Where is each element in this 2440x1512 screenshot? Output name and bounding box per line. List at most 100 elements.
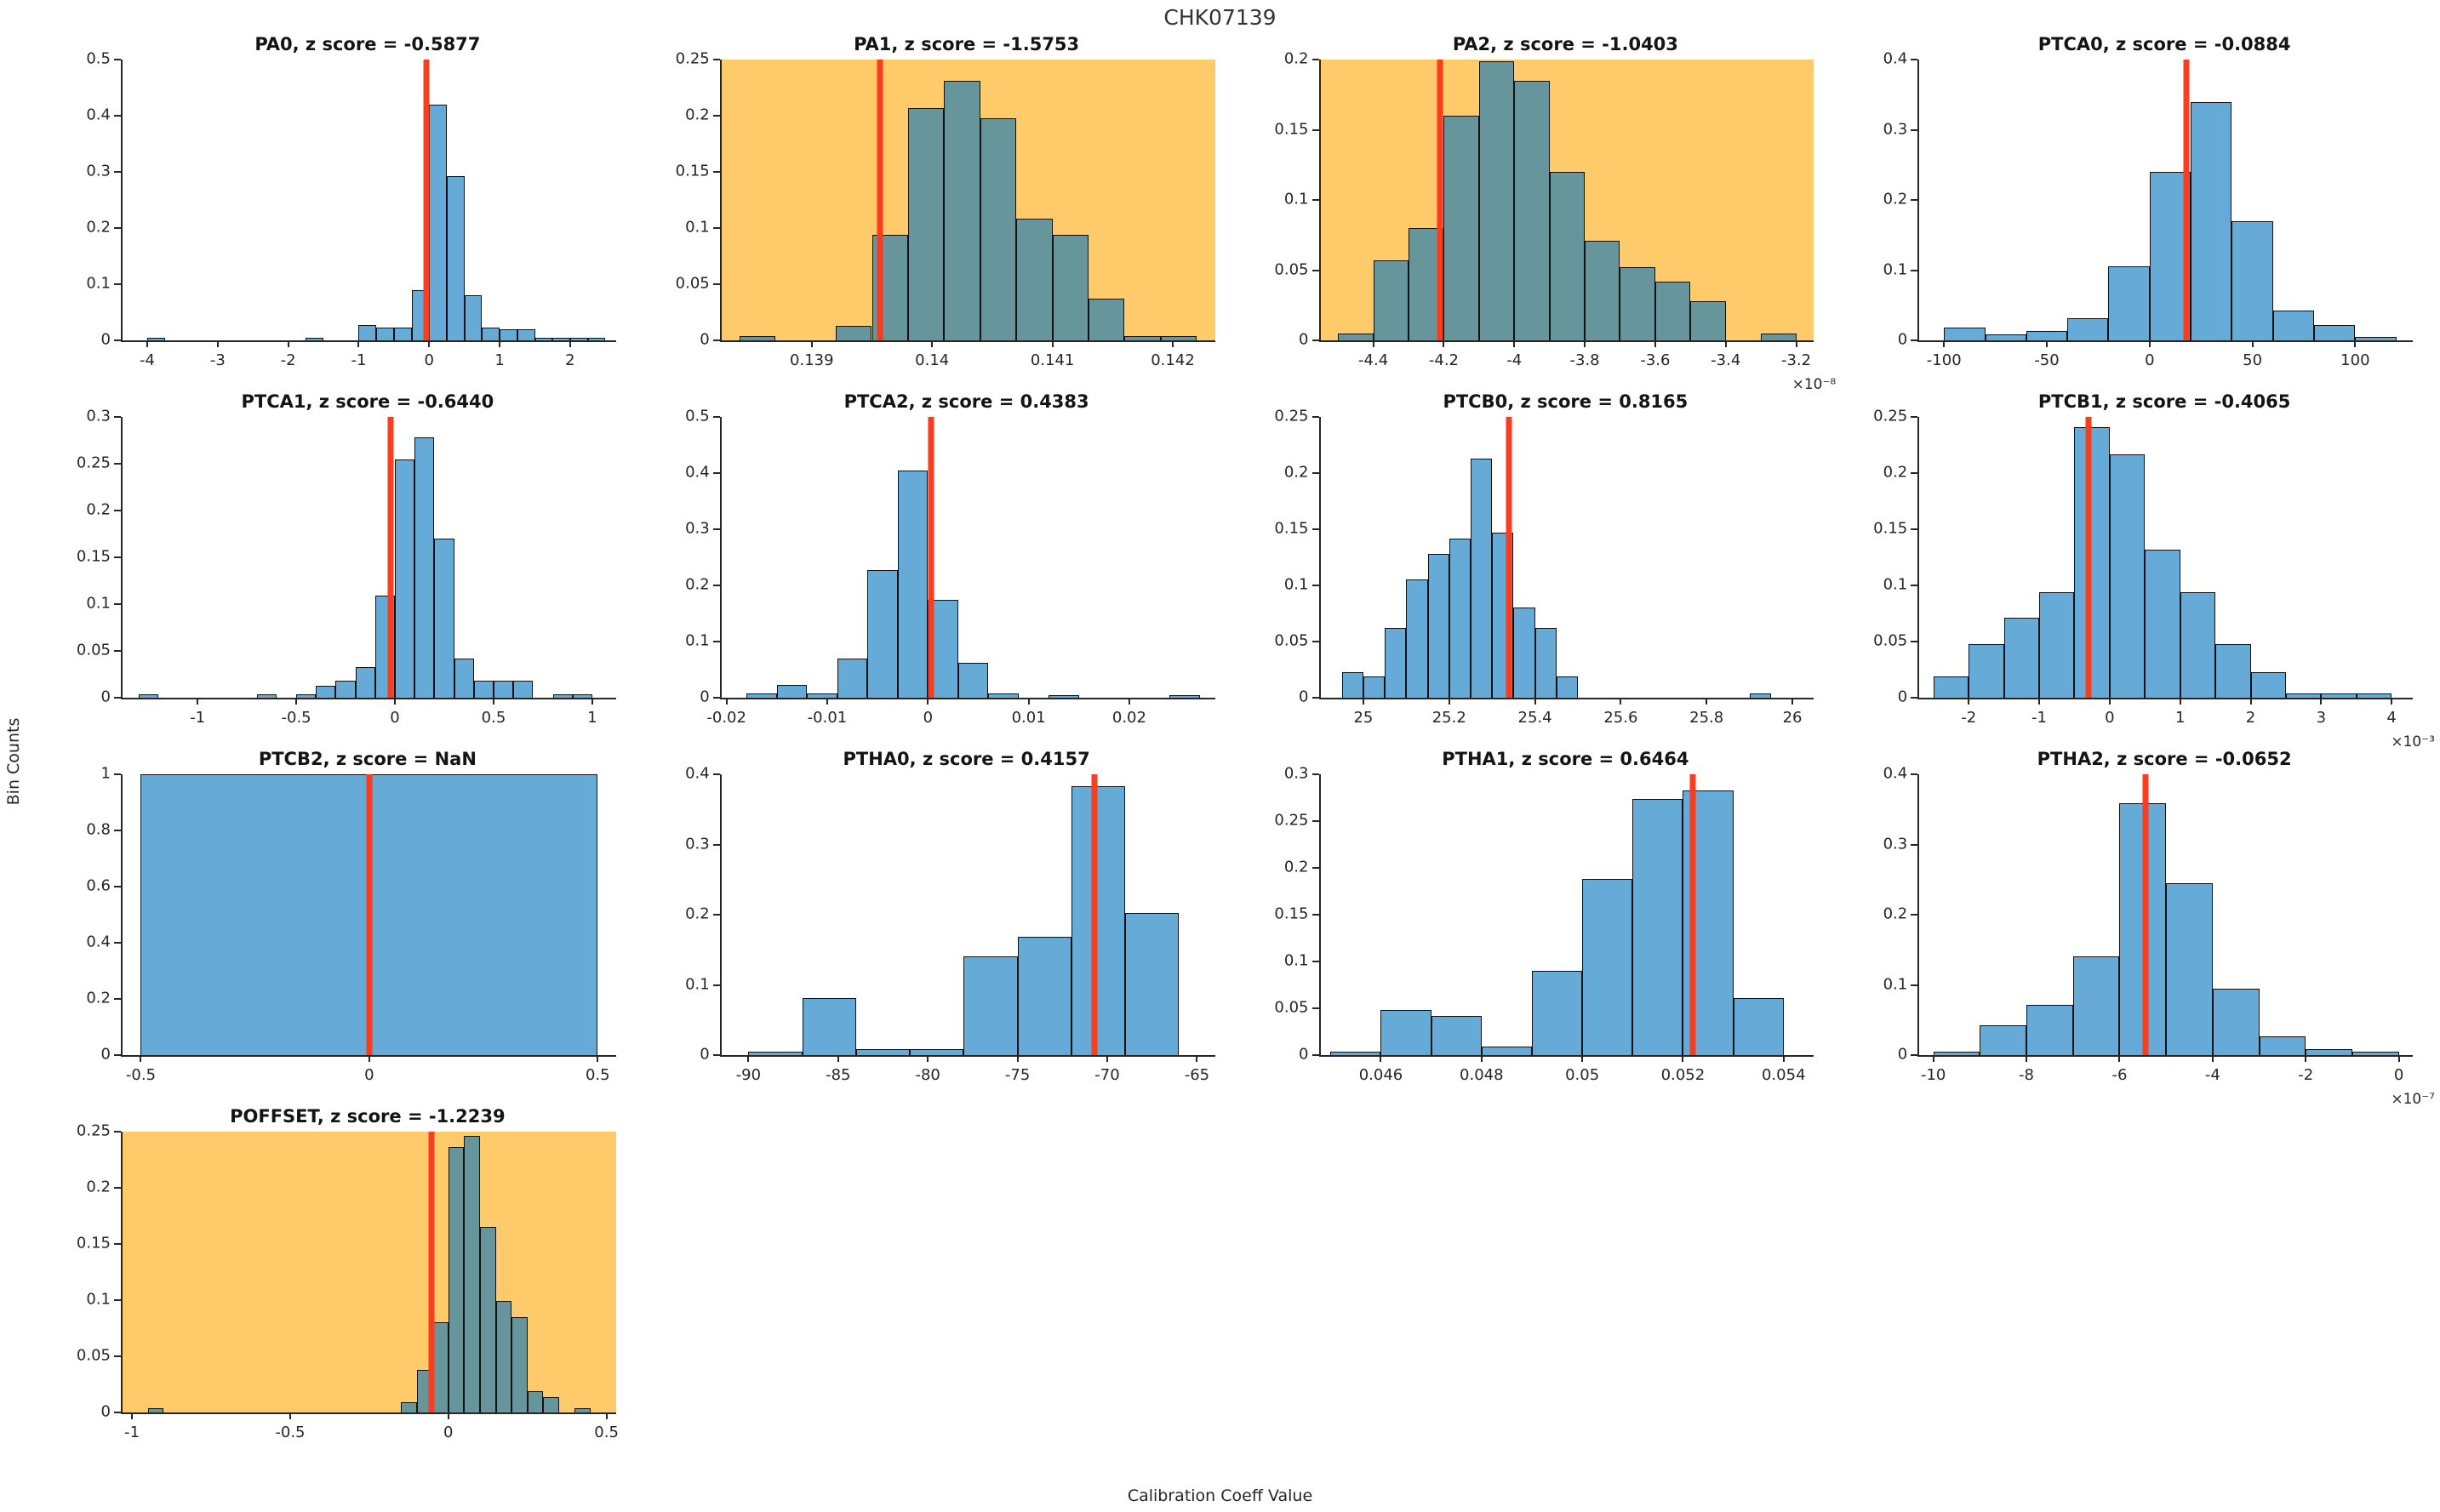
histogram-bar — [1582, 879, 1633, 1055]
x-tick-label: 0 — [443, 1424, 454, 1441]
x-tick-label: -3.4 — [1711, 351, 1741, 369]
x-tick — [2397, 1055, 2400, 1062]
y-tick — [1311, 867, 1319, 869]
x-tick-label: 0.141 — [1030, 351, 1075, 369]
x-tick — [810, 340, 813, 347]
y-tick-label: 0.3 — [86, 162, 111, 180]
histogram-bar — [464, 1136, 480, 1412]
subplot-title: PA0, z score = -0.5877 — [254, 34, 481, 54]
y-tick — [1911, 984, 1918, 986]
histogram-bar — [517, 329, 535, 340]
x-tick — [591, 698, 593, 705]
z-score-marker-line — [423, 60, 430, 340]
y-tick-label: 0.1 — [1283, 190, 1309, 208]
histogram-bar — [1933, 1051, 1980, 1055]
histogram-bar — [401, 1402, 417, 1412]
y-tick — [1911, 528, 1918, 530]
x-tick-label: 4 — [2386, 709, 2397, 727]
x-tick-label: -0.5 — [125, 1066, 157, 1084]
y-tick — [114, 283, 121, 285]
histogram-bar — [944, 81, 980, 340]
histogram-bar — [1125, 912, 1180, 1055]
figure-y-axis-label: Bin Counts — [4, 717, 23, 806]
y-tick — [712, 283, 720, 285]
y-tick-label: 0.05 — [76, 1346, 111, 1365]
y-tick-label: 0.1 — [86, 1290, 111, 1309]
histogram-bar — [2191, 101, 2232, 340]
y-tick — [114, 115, 121, 117]
figure-x-axis-label: Calibration Coeff Value — [1127, 1486, 1313, 1505]
y-tick-label: 0.05 — [675, 274, 710, 293]
y-tick-label: 0.2 — [685, 575, 710, 594]
y-tick-label: 1 — [100, 764, 111, 783]
histogram-bar — [493, 681, 514, 698]
x-tick — [1372, 340, 1374, 347]
z-score-marker-line — [877, 60, 883, 340]
y-tick-label: 0.2 — [1283, 463, 1309, 482]
x-tick — [2118, 1055, 2121, 1062]
histogram-bar — [482, 328, 500, 340]
histogram-bar — [569, 337, 588, 340]
y-tick-label: 0.6 — [86, 876, 111, 895]
x-tick — [1682, 1055, 1684, 1062]
histogram-bar — [2166, 882, 2213, 1055]
histogram-bar — [511, 1316, 528, 1412]
subplot-grid: PA0, z score = -0.5877 0 0.1 0.2 0.3 0.4 0.5 -4… — [41, 29, 2437, 1458]
histogram-bar — [587, 337, 606, 340]
histogram-bar — [1338, 333, 1374, 340]
histogram-bar — [1514, 80, 1550, 340]
x-tick — [1513, 340, 1516, 347]
y-tick — [114, 886, 121, 887]
histogram-bar — [776, 685, 808, 698]
x-tick-label: -10 — [1920, 1066, 1946, 1084]
x-tick — [146, 340, 148, 347]
x-tick — [1968, 698, 1970, 705]
x-tick-label: -4.4 — [1358, 351, 1389, 369]
x-tick-label: 0 — [424, 351, 434, 369]
x-tick-label: -0.02 — [706, 709, 746, 727]
x-tick-label: -3.2 — [1780, 351, 1812, 369]
x-tick — [725, 698, 728, 705]
y-tick-label: 0.3 — [1883, 834, 1908, 853]
y-tick-label: 0.1 — [1283, 951, 1309, 970]
histogram-bar — [316, 685, 336, 698]
subplot-ptca0: PTCA0, z score = -0.0884 0 0.1 0.2 0.3 0.4 -10… — [1837, 29, 2437, 386]
histogram-bar — [748, 1051, 803, 1055]
histogram-bar — [963, 956, 1018, 1055]
histogram-bar — [2355, 336, 2397, 340]
y-tick — [1911, 914, 1918, 916]
x-tick-label: 25.6 — [1603, 709, 1638, 727]
y-tick-label: 0 — [700, 1045, 710, 1064]
histogram-bar — [2356, 693, 2392, 698]
y-tick — [1911, 641, 1918, 642]
histogram-axes: 0 0.1 0.2 0.3 0.4 -100 -50 0 50 100 — [1883, 49, 2413, 369]
histogram-bar — [1534, 628, 1557, 698]
z-score-marker-line — [387, 417, 394, 698]
x-tick — [1106, 1055, 1108, 1062]
x-tick — [1534, 698, 1536, 705]
y-tick-label: 0.25 — [1873, 407, 1908, 425]
x-tick — [2179, 698, 2181, 705]
histogram-bar — [534, 337, 553, 340]
y-tick-label: 0.25 — [1274, 407, 1309, 425]
histogram-bar — [513, 681, 534, 698]
subplot-pa2: PA2, z score = -1.0403 0 0.05 0.1 0.15 0.2 -4.… — [1239, 29, 1838, 393]
subplot-pa0: PA0, z score = -0.5877 0 0.1 0.2 0.3 0.4 0.5 -4… — [41, 29, 640, 386]
x-tick-label: 0.5 — [594, 1424, 619, 1441]
x-tick — [597, 1055, 599, 1062]
x-tick — [1795, 340, 1797, 347]
histogram-axes: 0 0.1 0.2 0.3 0.4 -90 -85 -80 -75 -70 -65 — [685, 764, 1215, 1084]
subplot-title: PTCA0, z score = -0.0884 — [2037, 34, 2291, 54]
x-tick — [2211, 1055, 2214, 1062]
histogram-bar — [907, 107, 945, 340]
histogram-bar — [1585, 240, 1620, 340]
y-tick — [1911, 339, 1918, 341]
x-tick-label: -100 — [1926, 351, 1962, 369]
histogram-bar — [897, 470, 929, 698]
y-tick — [1311, 339, 1319, 341]
y-tick-label: 0 — [700, 330, 710, 349]
histogram-axes: 0 0.05 0.1 0.15 0.2 0.25 0.139 0.14 0.141 0.142 — [676, 49, 1215, 369]
histogram-bar — [306, 338, 324, 340]
y-tick-label: 0.2 — [86, 500, 111, 519]
x-tick-label: 0.048 — [1460, 1066, 1504, 1084]
